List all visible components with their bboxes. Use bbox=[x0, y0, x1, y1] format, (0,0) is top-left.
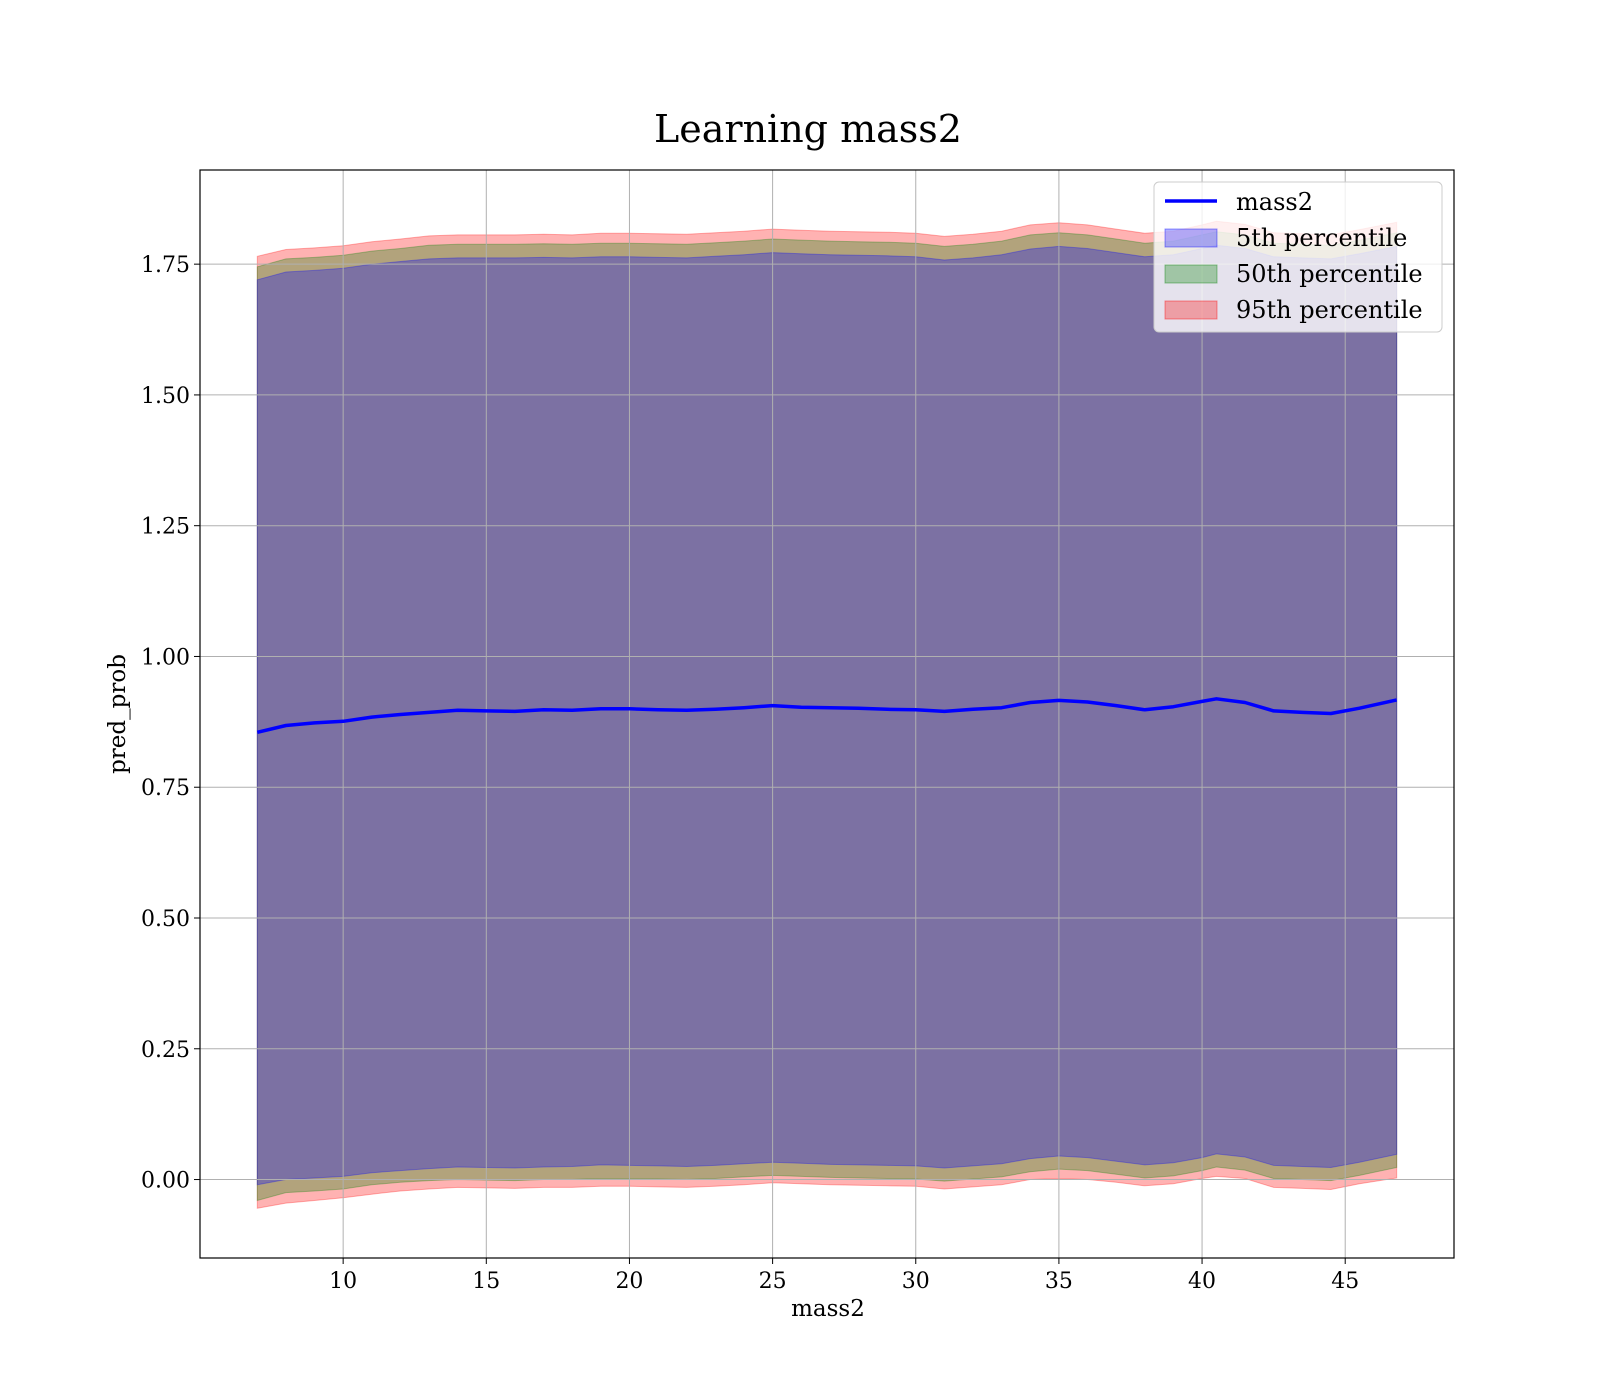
x-tick-label: 30 bbox=[902, 1269, 930, 1294]
x-tick-label: 15 bbox=[472, 1269, 500, 1294]
x-tick-label: 25 bbox=[759, 1269, 787, 1294]
y-tick-label: 0.50 bbox=[141, 907, 190, 932]
y-tick-label: 1.50 bbox=[141, 384, 190, 409]
x-axis-ticks: 10 15 20 25 30 35 40 45 bbox=[329, 1258, 1359, 1294]
x-tick-label: 20 bbox=[615, 1269, 643, 1294]
legend-label-50th: 50th percentile bbox=[1236, 260, 1423, 288]
x-tick-label: 45 bbox=[1331, 1269, 1359, 1294]
band-5th bbox=[256, 244, 1398, 1186]
legend-swatch-95th bbox=[1164, 300, 1218, 320]
y-tick-label: 1.75 bbox=[141, 253, 190, 278]
y-tick-label: 0.25 bbox=[141, 1038, 190, 1063]
y-tick-label: 1.00 bbox=[141, 645, 190, 670]
legend: mass2 5th percentile 50th percentile 95t… bbox=[1153, 181, 1443, 333]
x-tick-label: 10 bbox=[329, 1269, 357, 1294]
y-axis-ticks: 0.00 0.25 0.50 0.75 1.00 1.25 1.50 1.75 bbox=[141, 253, 200, 1194]
legend-label-95th: 95th percentile bbox=[1236, 296, 1423, 324]
legend-swatch-50th bbox=[1164, 264, 1218, 284]
grid-lines bbox=[200, 170, 1454, 1258]
legend-label-mass2: mass2 bbox=[1236, 188, 1313, 216]
legend-label-5th: 5th percentile bbox=[1236, 224, 1407, 252]
y-tick-label: 0.75 bbox=[141, 776, 190, 801]
series-line-mass2 bbox=[256, 697, 1398, 735]
percentile-bands bbox=[256, 220, 1398, 1209]
legend-swatch-5th bbox=[1164, 228, 1218, 248]
legend-box bbox=[1153, 181, 1443, 333]
plot-frame bbox=[199, 169, 1455, 1259]
y-tick-label: 0.00 bbox=[141, 1169, 190, 1194]
mass2-line-layer bbox=[256, 697, 1398, 735]
y-tick-label: 1.25 bbox=[141, 515, 190, 540]
x-axis-label: mass2 bbox=[791, 1296, 865, 1322]
band-95th bbox=[256, 220, 1398, 1209]
chart-title: Learning mass2 bbox=[654, 107, 962, 151]
x-tick-label: 35 bbox=[1045, 1269, 1073, 1294]
x-tick-label: 40 bbox=[1188, 1269, 1216, 1294]
y-axis-label: pred_prob bbox=[105, 654, 131, 774]
band-50th bbox=[256, 231, 1398, 1202]
